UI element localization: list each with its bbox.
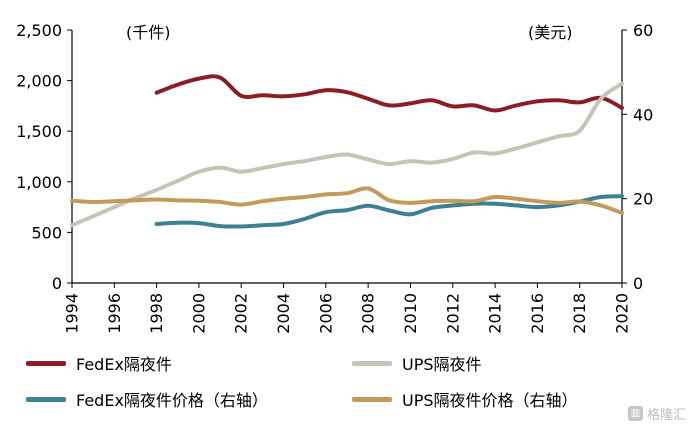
legend-marker-fedex-price [26, 396, 66, 402]
x-tick-label: 2002 [232, 293, 251, 334]
x-tick-label: 2020 [613, 293, 632, 334]
x-tick-label: 1998 [147, 293, 166, 334]
series-line-2 [154, 194, 624, 229]
left-tick-label: 1,500 [16, 122, 62, 141]
left-tick-label: 0 [52, 274, 62, 293]
line-chart: (千件) (美元) 0 500 1,000 1,500 2,000 2,500 0 20 40 6… [16, 21, 653, 334]
series-line-3 [70, 186, 624, 215]
legend-item-fedex-price: FedEx隔夜件价格（右轴） [26, 387, 352, 411]
series-line-0 [154, 74, 624, 113]
legend-label-ups-price: UPS隔夜件价格（右轴） [402, 391, 578, 410]
legend-marker-ups-price [352, 396, 392, 402]
x-tick-label: 2000 [189, 293, 208, 334]
x-tick-label: 1994 [63, 293, 82, 334]
legend-marker-fedex-volume [26, 360, 66, 366]
watermark-text: 格隆汇 [646, 408, 686, 423]
left-tick-label: 2,000 [16, 72, 62, 91]
x-tick-label: 2010 [401, 293, 420, 334]
legend-label-fedex-volume: FedEx隔夜件 [76, 355, 172, 374]
legend-label-ups-volume: UPS隔夜件 [402, 355, 482, 374]
left-tick-label: 2,500 [16, 21, 62, 40]
watermark: ▥ 格隆汇 [627, 404, 686, 423]
legend-item-ups-volume: UPS隔夜件 [352, 351, 578, 375]
right-tick-label: 20 [633, 190, 653, 209]
x-tick-label: 1996 [105, 293, 124, 334]
x-tick-label: 2014 [486, 293, 505, 334]
legend-label-fedex-price: FedEx隔夜件价格（右轴） [76, 391, 268, 410]
left-tick-label: 1,000 [16, 173, 62, 192]
legend-item-ups-price: UPS隔夜件价格（右轴） [352, 387, 578, 411]
series-line-1 [70, 81, 624, 228]
legend-item-fedex-volume: FedEx隔夜件 [26, 351, 352, 375]
x-tick-label: 2008 [359, 293, 378, 334]
x-tick-label: 2018 [570, 293, 589, 334]
right-tick-label: 60 [633, 21, 653, 40]
right-axis-unit-label: (美元) [528, 23, 573, 42]
chart-legend: FedEx隔夜件 UPS隔夜件 FedEx隔夜件价格（右轴） UPS隔夜件价格（… [26, 351, 578, 411]
right-tick-label: 0 [633, 274, 643, 293]
x-tick-label: 2016 [528, 293, 547, 334]
left-tick-label: 500 [31, 223, 62, 242]
legend-marker-ups-volume [352, 360, 392, 366]
x-tick-label: 2004 [274, 293, 293, 334]
left-axis-unit-label: (千件) [126, 23, 171, 42]
x-tick-label: 2006 [316, 293, 335, 334]
x-tick-label: 2012 [443, 293, 462, 334]
watermark-logo-icon: ▥ [627, 406, 643, 421]
right-tick-label: 40 [633, 105, 653, 124]
